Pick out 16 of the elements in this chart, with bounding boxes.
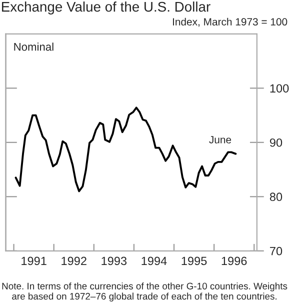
x-tick-label: 1994 bbox=[142, 256, 167, 266]
chart-title: Exchange Value of the U.S. Dollar bbox=[2, 2, 210, 14]
annotation: Nominal bbox=[14, 42, 54, 51]
y-tick-label: 90 bbox=[270, 138, 282, 147]
y-tick-label: 100 bbox=[270, 84, 289, 93]
annotation: June bbox=[209, 136, 232, 144]
line-series bbox=[14, 106, 237, 192]
y-axis-title: Index, March 1973 = 100 bbox=[172, 18, 288, 27]
x-tick-label: 1991 bbox=[22, 256, 46, 266]
x-tick-label: 1995 bbox=[182, 256, 207, 266]
text: Note. In terms of the currencies of the other G-10 countries. Weights are based on 1972–76 global trade of each of the ten countries. bbox=[2, 282, 288, 302]
x-tick-label: 1992 bbox=[62, 256, 86, 266]
x-tick-label: 1993 bbox=[102, 256, 127, 266]
y-tick-label: 70 bbox=[270, 246, 282, 256]
y-tick-label: 80 bbox=[270, 192, 282, 202]
x-tick-label: 1996 bbox=[222, 256, 247, 266]
